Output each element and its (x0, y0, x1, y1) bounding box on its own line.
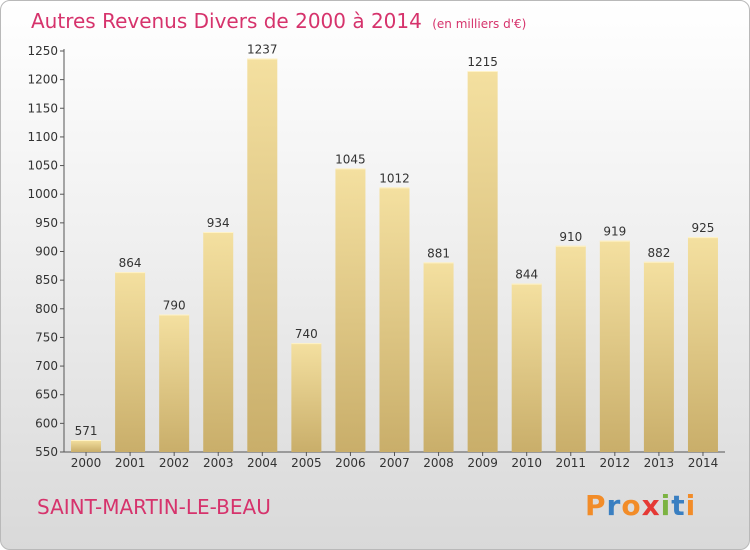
value-label-2011: 910 (559, 230, 582, 244)
x-tick-label-2003: 2003 (203, 456, 234, 470)
value-label-2002: 790 (163, 299, 186, 313)
x-tick-label-2008: 2008 (423, 456, 454, 470)
value-label-2006: 1045 (335, 152, 366, 166)
x-tick-label-2005: 2005 (291, 456, 322, 470)
logo-letter: r (606, 489, 622, 522)
value-label-2014: 925 (692, 221, 715, 235)
bar-2009 (467, 71, 498, 453)
x-tick-label-2010: 2010 (511, 456, 542, 470)
logo-letter: x (641, 489, 661, 522)
y-tick-label: 600 (35, 416, 58, 430)
x-tick-label-2000: 2000 (71, 456, 102, 470)
y-tick-label: 700 (35, 359, 58, 373)
x-tick-label-2011: 2011 (555, 456, 586, 470)
value-label-2000: 571 (75, 424, 98, 438)
x-tick-label-2006: 2006 (335, 456, 366, 470)
value-label-2001: 864 (119, 256, 142, 270)
y-tick-label: 1250 (27, 44, 58, 58)
value-label-2010: 844 (515, 268, 538, 282)
bar-2013 (643, 261, 674, 452)
bar-2012 (599, 240, 630, 452)
bar-2007 (379, 187, 410, 452)
chart-title-text: Autres Revenus Divers de 2000 à 2014 (31, 9, 422, 33)
y-tick-label: 550 (35, 445, 58, 459)
y-tick-label: 800 (35, 302, 58, 316)
bar-2011 (555, 245, 586, 452)
value-label-2013: 882 (647, 246, 670, 260)
y-tick-label: 650 (35, 388, 58, 402)
y-tick-label: 1200 (27, 73, 58, 87)
y-tick-label: 750 (35, 330, 58, 344)
x-tick-label-2013: 2013 (644, 456, 675, 470)
value-label-2007: 1012 (379, 171, 410, 185)
value-label-2004: 1237 (247, 42, 278, 56)
logo-letter: i (660, 489, 672, 522)
bar-2006 (335, 168, 366, 452)
value-label-2003: 934 (207, 216, 230, 230)
chart-unit-label: (en milliers d'€) (432, 17, 527, 31)
y-tick-label: 1050 (27, 159, 58, 173)
value-label-2009: 1215 (467, 55, 498, 69)
bar-2008 (423, 262, 454, 452)
y-tick-label: 1000 (27, 187, 58, 201)
bar-2014 (687, 237, 718, 452)
y-tick-label: 1150 (27, 101, 58, 115)
y-tick-label: 950 (35, 216, 58, 230)
x-tick-label-2012: 2012 (600, 456, 631, 470)
logo-letter: i (685, 489, 697, 522)
bar-series (71, 58, 718, 453)
logo-letter: o (621, 489, 642, 522)
x-tick-label-2001: 2001 (115, 456, 146, 470)
x-axis: 2000 2001 2002 2003 2004 2005 2006 2007 2008 2009… (64, 451, 725, 470)
value-label-2005: 740 (295, 327, 318, 341)
chart-title: Autres Revenus Divers de 2000 à 2014 (en… (31, 9, 526, 33)
data-labels: 571 864 790 934 1237 740 1045 1012 881 1215 844 910… (75, 42, 715, 438)
location-name: SAINT-MARTIN-LE-BEAU (37, 495, 271, 519)
bar-2004 (247, 58, 278, 452)
bar-2005 (291, 343, 322, 452)
logo-letter: t (671, 489, 686, 522)
value-label-2012: 919 (603, 225, 626, 239)
x-tick-label-2002: 2002 (159, 456, 190, 470)
x-tick-label-2004: 2004 (247, 456, 278, 470)
proxiti-logo: Proxiti (585, 489, 696, 522)
y-tick-label: 850 (35, 273, 58, 287)
x-tick-label-2007: 2007 (379, 456, 410, 470)
bar-2001 (115, 272, 146, 452)
y-axis: 550 600 650 700 750 800 850 900 950 1000 1050 1100 1… (27, 44, 65, 459)
bar-2000 (71, 439, 102, 452)
logo-letter: P (585, 489, 607, 522)
bar-2010 (511, 283, 542, 452)
x-tick-label-2009: 2009 (467, 456, 498, 470)
value-label-2008: 881 (427, 246, 450, 260)
y-tick-label: 1100 (27, 130, 58, 144)
x-tick-label-2014: 2014 (688, 456, 719, 470)
y-tick-label: 900 (35, 245, 58, 259)
bar-2002 (159, 314, 190, 452)
bar-2003 (203, 232, 234, 452)
